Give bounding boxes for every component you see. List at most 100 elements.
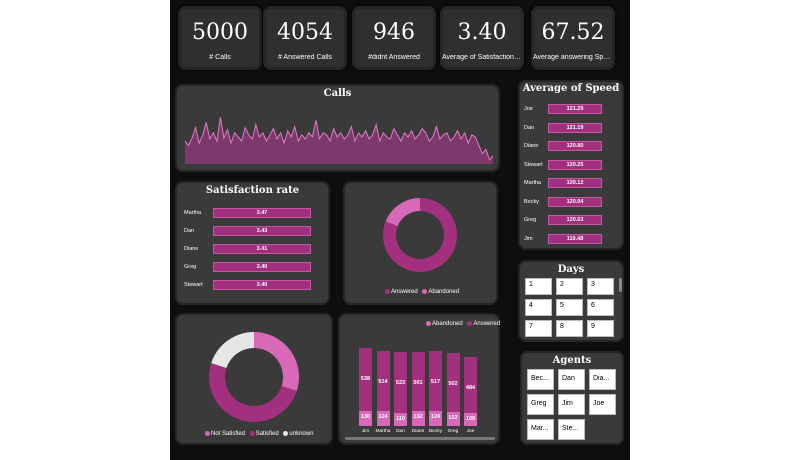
satisfied-donut-slice-1[interactable] — [209, 363, 297, 422]
bar-abandoned[interactable] — [359, 410, 372, 426]
speed-row-label: Diane — [524, 143, 539, 149]
bar-abandoned[interactable] — [446, 411, 460, 426]
satisfaction-bar[interactable]: 3.41 — [213, 244, 311, 254]
speed-bar[interactable]: 121.29 — [548, 104, 602, 114]
bar-category-label: Diane — [411, 429, 425, 434]
bar-answered[interactable] — [429, 350, 442, 412]
day-tile[interactable]: 5 — [556, 299, 583, 316]
legend-dot — [249, 431, 255, 436]
kpi-calls[interactable]: 5000 # Calls — [178, 6, 262, 70]
legend-abandoned: Abandoned — [432, 321, 463, 328]
bar-abandoned[interactable] — [394, 413, 407, 426]
answered-donut-card[interactable]: Answered Abandoned — [343, 181, 498, 305]
day-tile[interactable]: 7 — [525, 320, 552, 337]
agent-tile[interactable]: Ste... — [558, 419, 585, 440]
calls-line — [184, 117, 494, 161]
bar-answered[interactable] — [394, 351, 407, 414]
bar-category-label: Jim — [361, 429, 370, 434]
legend-not-satisfied: Not Satisfied — [211, 431, 246, 438]
bar-answered[interactable] — [359, 347, 372, 411]
bar-abandoned-value: 109 — [465, 416, 476, 423]
agent-tile[interactable]: Dia... — [589, 369, 616, 390]
speed-bar[interactable]: 120.12 — [548, 178, 602, 188]
answered-donut-slice-1[interactable] — [385, 198, 420, 227]
agent-tile[interactable]: Joe — [589, 394, 616, 415]
agent-tile[interactable]: Dan — [558, 369, 585, 390]
bar-abandoned[interactable] — [429, 411, 442, 426]
calls-area — [185, 117, 493, 164]
day-tile[interactable]: 3 — [587, 278, 614, 295]
satisfied-donut-slice-2[interactable] — [211, 332, 254, 369]
satisfaction-bar[interactable]: 3.40 — [213, 280, 311, 290]
kpi-answered-calls[interactable]: 4054 # Answered Calls — [263, 6, 347, 70]
speed-row-label: Joe — [524, 106, 533, 112]
bar-chart-scrollbar[interactable] — [345, 437, 495, 440]
satisfaction-bar-value: 3.43 — [256, 228, 268, 234]
answered-donut-slice-0[interactable] — [383, 198, 457, 272]
satisfaction-bar-value: 3.41 — [256, 246, 268, 252]
legend-abandoned: Abandoned — [428, 289, 460, 296]
day-tile[interactable]: 4 — [525, 299, 552, 316]
agents-title: Agents — [552, 355, 592, 366]
days-scrollbar[interactable] — [619, 278, 622, 292]
satisfaction-bar[interactable]: 3.40 — [213, 262, 311, 272]
speed-bar[interactable]: 120.25 — [548, 159, 602, 170]
bar-abandoned-value: 124 — [430, 414, 441, 421]
days-title: Days — [557, 264, 585, 275]
satisfaction-bar-value: 3.47 — [256, 210, 268, 216]
bar-answered-value: 523 — [395, 379, 406, 386]
agent-tile[interactable]: Greg — [527, 394, 554, 415]
speed-row-label: Stewart — [524, 161, 543, 168]
bar-answered-value: 484 — [465, 384, 476, 391]
speed-row-label: Dan — [524, 124, 535, 131]
kpi-value: 5000 — [192, 20, 248, 45]
speed-card[interactable]: Average of Speed Joe 121.29 Dan 121.19 Diane… — [518, 80, 624, 250]
satisfied-donut-card[interactable]: Not Satisfied Satisfied unknown — [175, 313, 333, 445]
day-tile[interactable]: 1 — [525, 278, 552, 295]
legend-dot — [283, 431, 289, 436]
kpi-value: 67.52 — [541, 20, 605, 45]
agents-bar-card[interactable]: Abandoned Answered 538 130 Jim 514 124 Martha… — [338, 313, 500, 445]
bar-abandoned[interactable] — [464, 413, 477, 426]
speed-row-label: Martha — [524, 180, 542, 186]
bar-abandoned[interactable] — [411, 410, 425, 426]
speed-bar[interactable]: 120.80 — [548, 141, 602, 151]
speed-bar[interactable]: 121.19 — [548, 122, 602, 133]
speed-bar[interactable]: 119.48 — [548, 233, 602, 244]
bar-answered[interactable] — [411, 351, 425, 411]
kpi-label: Average of Satisfaction Rating — [442, 54, 522, 61]
speed-bar[interactable]: 120.04 — [548, 196, 602, 207]
speed-bar[interactable]: 120.03 — [548, 215, 602, 225]
kpi-label: #didnt Answered — [368, 54, 420, 61]
day-tile[interactable]: 2 — [556, 278, 583, 295]
satisfaction-title: Satisfaction rate — [205, 185, 300, 196]
calls-chart-card[interactable]: Calls — [175, 84, 500, 172]
bar-answered[interactable] — [464, 356, 477, 414]
kpi-avg-satisfaction[interactable]: 3.40 Average of Satisfaction Rating — [440, 6, 524, 70]
satisfaction-card[interactable]: Satisfaction rate Martha 3.47 Dan 3.43 Diane… — [175, 181, 330, 305]
bar-abandoned[interactable] — [376, 411, 390, 426]
speed-row-label: Becky — [524, 198, 539, 205]
satisfaction-bar[interactable]: 3.47 — [213, 208, 311, 218]
agent-tile[interactable]: Mar... — [527, 419, 554, 440]
day-tile[interactable]: 9 — [587, 320, 614, 337]
bar-answered[interactable] — [446, 352, 460, 412]
day-tile[interactable]: 6 — [587, 299, 614, 316]
bar-category-label: Joe — [466, 429, 475, 434]
satisfied-donut-slice-0[interactable] — [254, 332, 299, 391]
agents-slicer[interactable]: Agents Bec... Dan Dia... Greg Jim Joe Mar... St… — [520, 351, 624, 445]
agent-tile[interactable]: Jim — [558, 394, 585, 415]
bar-answered-value: 502 — [448, 380, 458, 387]
bar-answered[interactable] — [376, 351, 390, 412]
kpi-didnt-answered[interactable]: 946 #didnt Answered — [352, 6, 436, 70]
day-tile[interactable]: 8 — [556, 320, 583, 337]
legend-dot — [467, 321, 473, 326]
speed-bar-value: 120.25 — [566, 161, 584, 168]
agent-tile[interactable]: Bec... — [527, 369, 554, 390]
satisfaction-row-label: Stewart — [184, 282, 203, 288]
speed-bar-value: 120.03 — [566, 217, 584, 223]
speed-title: Average of Speed — [522, 83, 620, 94]
satisfaction-bar[interactable]: 3.43 — [213, 226, 311, 236]
kpi-avg-speed[interactable]: 67.52 Average answering Speed — [531, 6, 615, 70]
